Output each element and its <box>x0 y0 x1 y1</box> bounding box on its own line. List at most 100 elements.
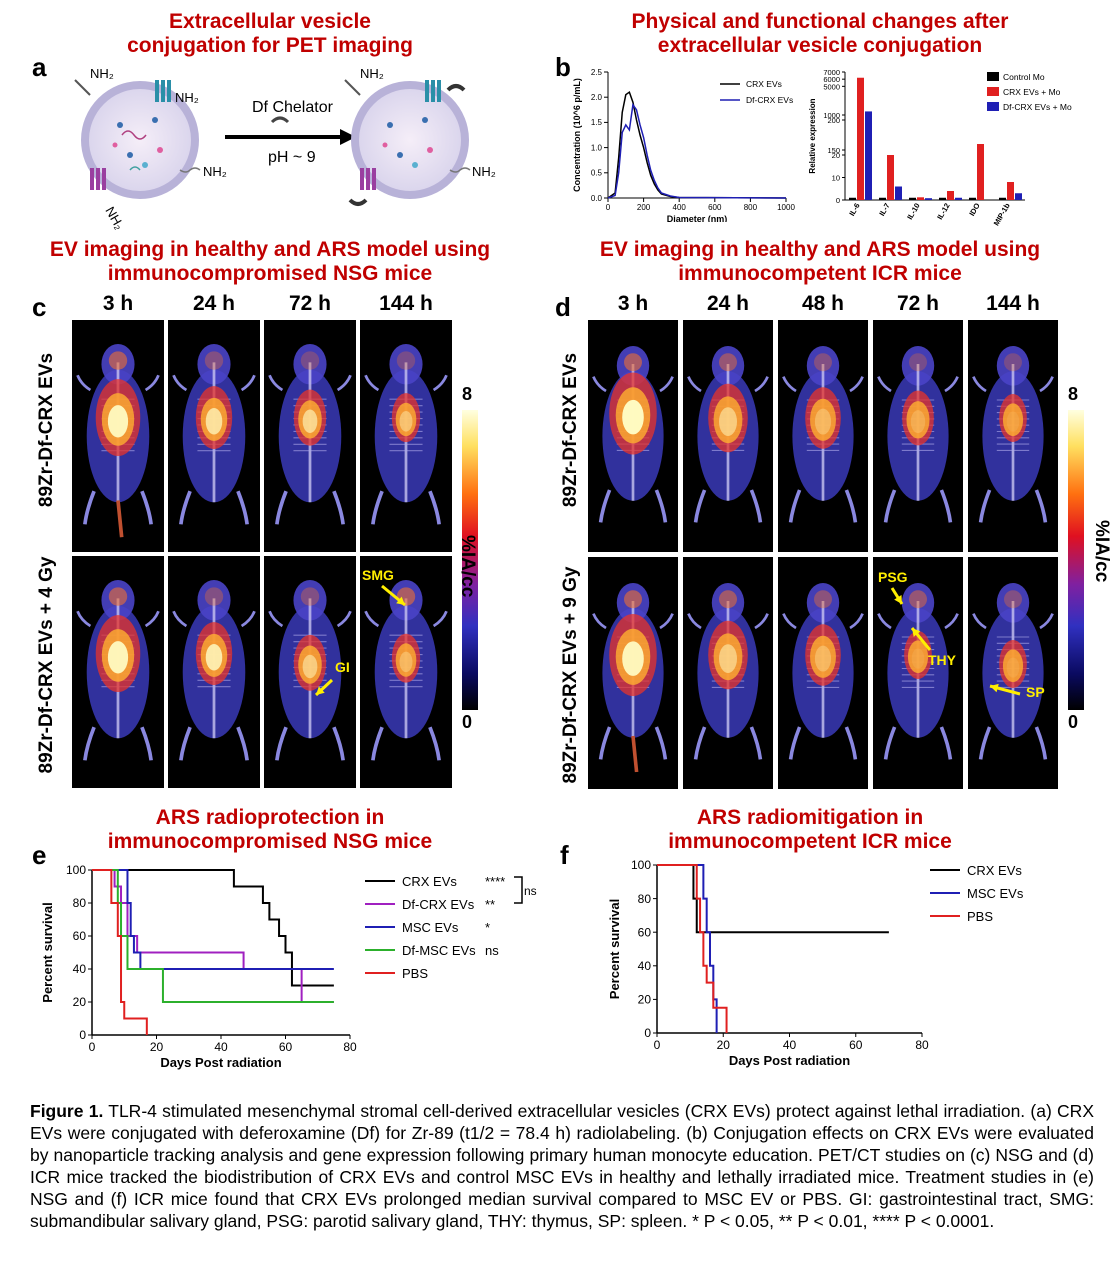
legend-label: CRX EVs <box>402 874 457 889</box>
icr-pet-image <box>683 557 773 789</box>
x-tick-label: 40 <box>214 1040 228 1054</box>
bar <box>895 186 902 200</box>
amine-label-2: NH₂ <box>175 90 199 105</box>
colorbar-c-unit: %IA/cc <box>457 535 478 598</box>
ev-vesicle-conjugated <box>344 79 471 206</box>
y-tick-label: 5000 <box>823 82 840 91</box>
colorbar-c <box>462 410 478 710</box>
legend-label: Df-CRX EVs <box>746 95 793 105</box>
icr-time-label: 3 h <box>617 292 649 315</box>
legend-label: PBS <box>402 966 428 981</box>
bar <box>917 197 924 200</box>
nta-chart: 0 200 400 600 800 1000 0.0 0.5 1.0 1.5 2.0 2.5 Diame… <box>572 68 795 222</box>
x-tick-label: 400 <box>673 203 687 212</box>
y-tick-label: 0 <box>79 1028 86 1042</box>
nsg-pet-image <box>360 556 452 788</box>
y-tick-label: 1.0 <box>591 143 603 152</box>
x-tick-label: 40 <box>783 1038 797 1052</box>
icr-time-label: 48 h <box>801 292 845 315</box>
x-tick-label: 600 <box>708 203 722 212</box>
y-tick-label: 60 <box>73 929 87 943</box>
nsg-time-label: 72 h <box>288 292 332 315</box>
panel-letter-e: e <box>32 840 47 870</box>
y-axis-label: Concentration (10^6 p/mL) <box>572 78 582 192</box>
nsg-pet-image <box>264 556 356 788</box>
row-label-d1: 89Zr-Df-CRX EVs <box>560 352 581 508</box>
y-axis-label: Relative expression <box>808 98 817 173</box>
heading-d: EV imaging in healthy and ARS model usin… <box>599 238 1041 285</box>
y-tick-label: 60 <box>638 925 652 939</box>
bar <box>925 198 932 200</box>
x-tick-label: 80 <box>915 1038 929 1052</box>
legend-label: Df-CRX EVs <box>402 897 475 912</box>
x-tick-label: MIP-1b <box>992 201 1012 227</box>
x-axis-label: Diameter (nm) <box>667 214 728 222</box>
nsg-time-label: 24 h <box>192 292 236 315</box>
chelator-icon <box>270 116 290 124</box>
x-axis-label: Days Post radiation <box>729 1053 850 1068</box>
bar <box>857 77 864 200</box>
legend-label: MSC EVs <box>402 920 459 935</box>
legend-label: Df-CRX EVs + Mo <box>1003 102 1072 112</box>
series-line-pbs <box>92 869 148 1035</box>
x-tick-label: IL-12 <box>935 202 952 222</box>
x-tick-label: 800 <box>744 203 758 212</box>
amine-label-6: NH₂ <box>472 164 496 179</box>
significance-bracket <box>514 876 523 904</box>
y-tick-label: 150 <box>827 146 840 155</box>
legend-swatch <box>987 87 999 96</box>
legend-label: PBS <box>967 909 993 924</box>
caption-lead: Figure 1. <box>30 1101 104 1121</box>
y-tick-label: 100 <box>66 863 86 877</box>
icr-time-label: 24 h <box>706 292 750 315</box>
legend-label: CRX EVs <box>746 79 782 89</box>
row-label-c1: 89Zr-Df-CRX EVs <box>36 352 57 508</box>
bar <box>865 111 872 200</box>
heading-e: ARS radioprotection in immunocompromised… <box>107 806 433 853</box>
y-tick-label: 80 <box>638 892 652 906</box>
ev-conjugation-schematic: NH₂ NH₂ NH₂ NH₂ Df Chelator pH ~ 9 NH₂ N… <box>74 66 496 230</box>
series-line-crx-evs <box>92 869 334 987</box>
legend-label: Df-MSC EVs <box>402 943 476 958</box>
significance-marker: * <box>485 920 490 935</box>
series-line-crx-evs <box>657 864 889 934</box>
heading-f: ARS radiomitigation in immunocompetent I… <box>668 806 952 853</box>
bar <box>1007 182 1014 200</box>
series-line-pbs <box>657 864 728 1033</box>
y-tick-label: 80 <box>73 896 87 910</box>
nsg-time-label: 144 h <box>379 292 433 315</box>
panel-letter-d: d <box>555 292 571 322</box>
series-line-crx-evs <box>607 90 787 199</box>
legend-label: CRX EVs + Mo <box>1003 87 1061 97</box>
y-axis-label: Percent survival <box>607 899 622 999</box>
y-tick-label: 6000 <box>823 75 840 84</box>
y-tick-label: 0 <box>644 1026 651 1040</box>
x-tick-label: IL-7 <box>877 202 891 218</box>
icr-pet-image <box>588 557 678 789</box>
nsg-pet-image <box>72 556 164 788</box>
legend-label: Control Mo <box>1003 72 1045 82</box>
bar <box>879 197 886 200</box>
bar <box>999 197 1006 200</box>
icr-pet-image <box>873 557 963 789</box>
y-tick-label: 0.5 <box>591 169 603 178</box>
icr-pet-image <box>683 320 773 552</box>
nsg-pet-image <box>72 320 164 552</box>
survival-chart-icr: 0 20 40 60 80 0 20 40 60 80 100 Days Post radiation… <box>607 858 1024 1068</box>
icr-pet-image <box>778 320 868 552</box>
x-tick-label: 20 <box>717 1038 731 1052</box>
bar <box>955 197 962 200</box>
x-tick-label: IL-10 <box>905 202 922 222</box>
y-tick-label: 20 <box>832 151 840 160</box>
x-tick-label: 0 <box>89 1040 96 1054</box>
y-tick-label: 1000 <box>823 111 840 120</box>
x-tick-label: IDO <box>967 201 982 217</box>
bar <box>887 155 894 200</box>
bar <box>1015 193 1022 200</box>
bar <box>909 197 916 200</box>
nsg-pet-image <box>168 556 260 788</box>
amine-label-4: NH₂ <box>102 204 127 230</box>
x-tick-label: 20 <box>150 1040 164 1054</box>
significance-marker: ns <box>485 943 499 958</box>
amine-label-5: NH₂ <box>360 66 384 81</box>
